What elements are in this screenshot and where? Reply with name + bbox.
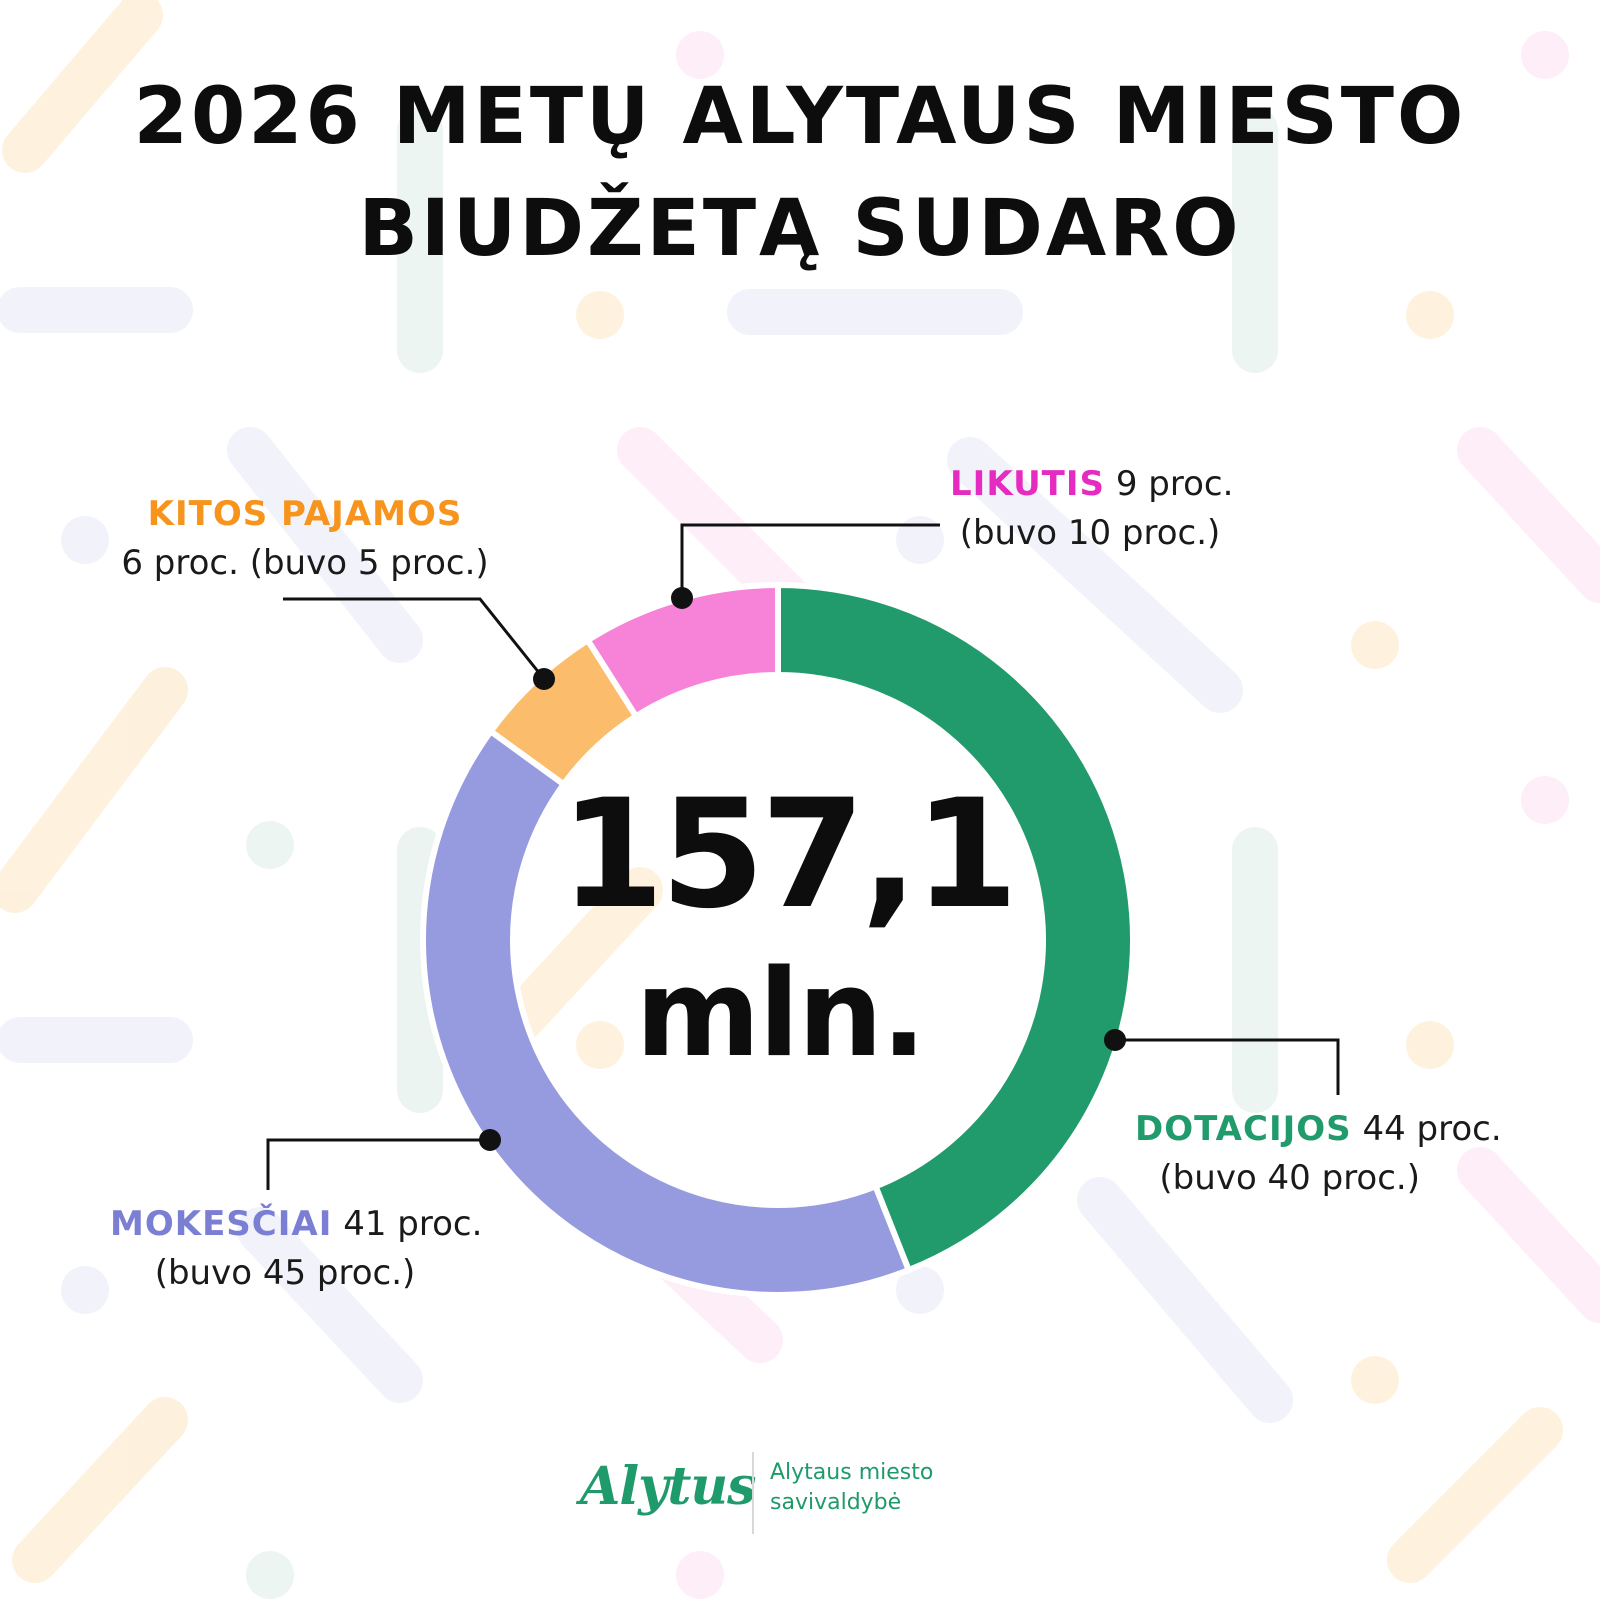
slice-likutis	[583, 581, 781, 721]
footer-organization: Alytaus miesto savivaldybė	[770, 1458, 1010, 1517]
label-dotacijos-previous: (buvo 40 proc.)	[1159, 1158, 1420, 1199]
label-dotacijos: DOTACIJOS 44 proc. (buvo 40 proc.)	[1135, 1105, 1502, 1204]
leader-dot-kitos	[533, 668, 555, 690]
leader-dot-mokesciai	[479, 1129, 501, 1151]
leader-dot-likutis	[671, 587, 693, 609]
slice-mokes-iai	[420, 727, 913, 1298]
label-likutis: LIKUTIS 9 proc. (buvo 10 proc.)	[950, 460, 1233, 559]
footer-logo: Alytus Alytaus miesto savivaldybė	[570, 1450, 1030, 1560]
budget-total-unit: mln.	[635, 945, 926, 1084]
label-mokesciai-value: 41 proc.	[343, 1204, 483, 1244]
label-kitos-detail: 6 proc. (buvo 5 proc.)	[121, 543, 489, 584]
label-mokesciai-previous: (buvo 45 proc.)	[154, 1253, 416, 1294]
leader-line-mokesciai	[266, 1138, 490, 1190]
leader-line-likutis	[680, 523, 940, 598]
label-mokesciai: MOKESČIAI 41 proc. (buvo 45 proc.)	[110, 1200, 482, 1299]
leader-line-dotacijos	[1115, 1038, 1340, 1095]
label-dotacijos-name: DOTACIJOS	[1135, 1109, 1352, 1149]
alytus-logo: Alytus	[580, 1456, 756, 1517]
label-likutis-previous: (buvo 10 proc.)	[959, 513, 1221, 554]
label-likutis-value: 9 proc.	[1115, 464, 1234, 504]
footer-org-line-1: Alytaus miesto	[770, 1460, 934, 1485]
page-title-line-1: 2026 METŲ ALYTAUS MIESTO	[133, 72, 1467, 162]
leader-dot-dotacijos	[1104, 1029, 1126, 1051]
footer-org-line-2: savivaldybė	[770, 1489, 902, 1515]
label-dotacijos-value: 44 proc.	[1362, 1109, 1502, 1149]
label-mokesciai-name: MOKESČIAI	[110, 1204, 333, 1244]
label-kitos-pajamos: KITOS PAJAMOS 6 proc. (buvo 5 proc.)	[100, 490, 510, 589]
leader-line-kitos	[283, 597, 546, 680]
slice-dotacijos	[775, 581, 1136, 1274]
label-likutis-name: LIKUTIS	[950, 464, 1106, 504]
page-title-line-2: BIUDŽETĄ SUDARO	[358, 184, 1242, 274]
footer-divider	[752, 1452, 754, 1534]
label-kitos-name: KITOS PAJAMOS	[147, 494, 463, 534]
budget-total-value: 157,1	[560, 768, 1018, 942]
